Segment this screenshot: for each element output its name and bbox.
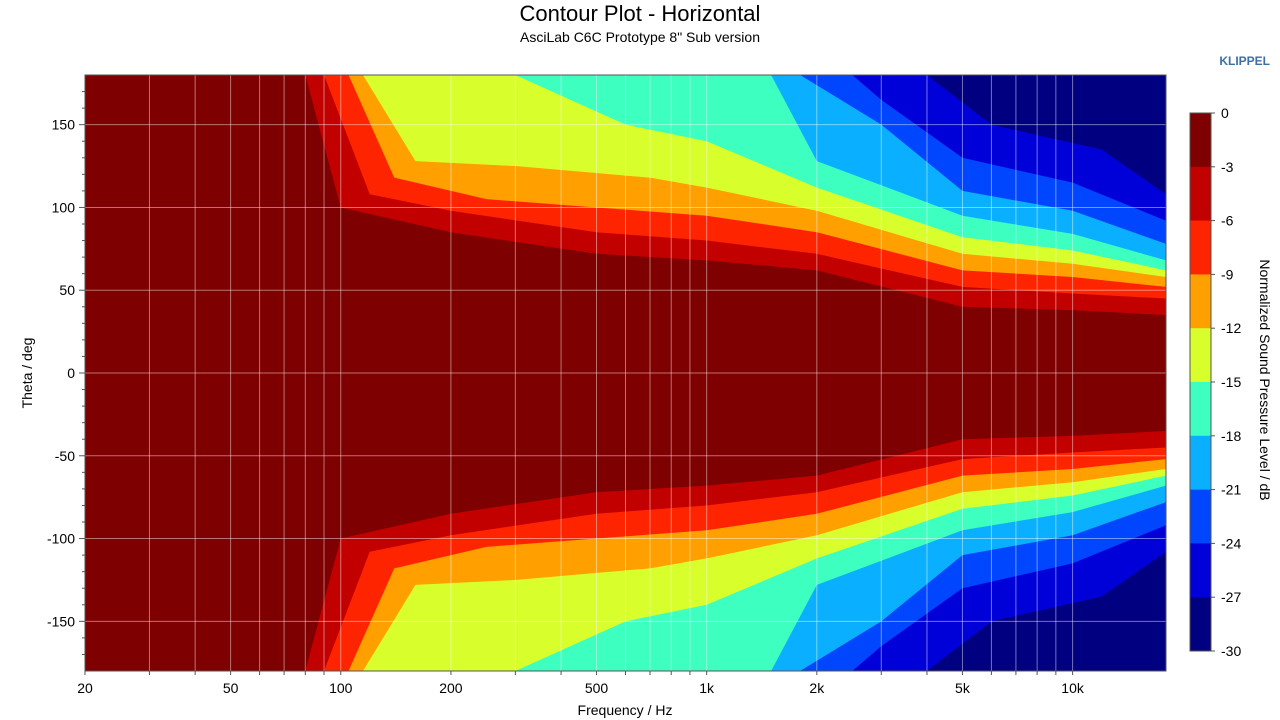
colorbar-swatch <box>1190 274 1211 329</box>
colorbar-swatch <box>1190 597 1211 652</box>
colorbar-tick-label: -27 <box>1221 589 1241 605</box>
colorbar-tick-label: -18 <box>1221 428 1241 444</box>
colorbar-tick-label: -21 <box>1221 482 1241 498</box>
y-tick-label: 50 <box>59 282 75 298</box>
colorbar-label: Normalized Sound Pressure Level / dB <box>1257 259 1273 500</box>
x-tick-label: 100 <box>329 680 353 696</box>
y-tick-label: 100 <box>52 199 76 215</box>
colorbar-tick-label: -12 <box>1221 320 1241 336</box>
colorbar-tick-label: -9 <box>1221 266 1234 282</box>
colorbar-tick-label: -6 <box>1221 213 1234 229</box>
y-tick-label: -100 <box>47 531 75 547</box>
chart-title: Contour Plot - Horizontal <box>519 1 761 26</box>
brand-logo-text: KLIPPEL <box>1219 54 1270 68</box>
x-tick-label: 2k <box>809 680 825 696</box>
colorbar-swatch <box>1190 382 1211 437</box>
x-tick-label: 500 <box>585 680 609 696</box>
contour-band-9-upper <box>85 75 1166 195</box>
colorbar-swatch <box>1190 220 1211 275</box>
colorbar-tick-label: -15 <box>1221 374 1241 390</box>
colorbar-tick-label: 0 <box>1221 105 1229 121</box>
chart-subtitle: AsciLab C6C Prototype 8" Sub version <box>520 29 760 45</box>
colorbar-tick-label: -3 <box>1221 159 1234 175</box>
colorbar-tick-label: -30 <box>1221 643 1241 659</box>
contour-fill <box>85 75 1166 671</box>
x-tick-label: 10k <box>1061 680 1085 696</box>
y-tick-label: -50 <box>55 448 75 464</box>
y-tick-label: 150 <box>52 117 76 133</box>
colorbar-swatch <box>1190 543 1211 598</box>
contour-band-9-lower <box>85 551 1166 671</box>
colorbar-swatch <box>1190 435 1211 491</box>
y-tick-label: 0 <box>67 365 75 381</box>
colorbar-swatch <box>1190 489 1211 544</box>
x-axis-label: Frequency / Hz <box>578 702 673 718</box>
colorbar-swatch <box>1190 166 1211 222</box>
x-tick-label: 50 <box>223 680 239 696</box>
colorbar-tick-label: -24 <box>1221 535 1241 551</box>
y-tick-label: -150 <box>47 613 75 629</box>
x-axis: 20 50 100 200 500 1k 2k 5k 10k <box>77 671 1085 696</box>
y-axis-label: Theta / deg <box>19 338 35 409</box>
y-axis: 150 100 50 0 -50 -100 -150 <box>47 91 85 655</box>
contour-band-7-lower <box>85 502 1166 671</box>
colorbar: 0 -3 -6 -9 -12 -15 -18 -21 -24 -27 -30 <box>1189 105 1241 659</box>
colorbar-swatch <box>1190 113 1211 168</box>
x-tick-label: 20 <box>77 680 93 696</box>
x-tick-label: 200 <box>439 680 463 696</box>
colorbar-swatch <box>1190 328 1211 383</box>
contour-band-7-upper <box>85 75 1166 244</box>
x-tick-label: 1k <box>699 680 715 696</box>
x-tick-label: 5k <box>955 680 971 696</box>
